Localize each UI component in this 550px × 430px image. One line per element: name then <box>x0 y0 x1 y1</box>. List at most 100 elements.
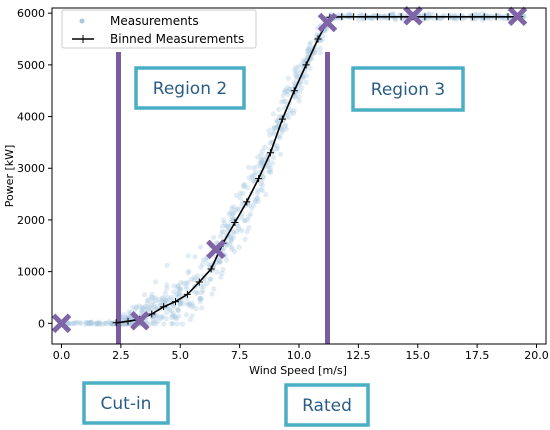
measurement-point <box>125 315 131 321</box>
measurement-point <box>296 94 302 100</box>
measurement-point <box>300 75 306 81</box>
measurement-point <box>277 151 283 157</box>
axes-layer: 0.0 2.5 5.0 7.5 10.0 12.5 15.0 17.5 20.0 0 1000 200… <box>3 7 549 377</box>
measurement-point <box>291 107 297 114</box>
measurement-point <box>283 88 289 95</box>
measurement-point <box>152 298 159 304</box>
measurement-point <box>94 320 100 326</box>
annotation-rated-text: Rated <box>302 396 352 416</box>
measurement-point <box>232 209 238 215</box>
measurement-point <box>262 144 268 150</box>
measurement-point <box>258 156 264 162</box>
measurement-point <box>220 229 226 235</box>
measurement-point <box>268 169 274 175</box>
measurement-point <box>430 11 436 18</box>
measurement-point <box>175 286 181 292</box>
measurement-point <box>177 301 183 307</box>
vline-layer <box>116 52 330 344</box>
measurement-point <box>249 174 255 180</box>
measurement-point <box>168 308 174 314</box>
measurement-point <box>317 50 324 56</box>
binned-point-marker <box>148 310 156 318</box>
measurement-point <box>291 80 297 86</box>
measurement-point <box>169 294 175 300</box>
measurement-point <box>233 207 239 213</box>
measurement-point <box>274 124 280 130</box>
measurement-point <box>185 253 191 259</box>
measurement-point <box>390 11 397 17</box>
measurement-point <box>199 290 205 296</box>
measurement-point <box>141 304 147 310</box>
measurement-point <box>197 295 203 302</box>
measurement-point <box>214 259 221 265</box>
measurement-point <box>307 46 313 52</box>
annotation-region2: Region 2 <box>134 66 246 110</box>
measurement-point <box>158 315 164 321</box>
measurement-point <box>207 277 213 283</box>
measurement-point <box>228 237 234 243</box>
measurement-point <box>197 299 203 305</box>
measurement-point <box>178 280 184 286</box>
binned-point-marker <box>433 13 441 21</box>
measurement-point <box>204 280 210 286</box>
measurement-point <box>195 273 201 279</box>
x-marker <box>507 6 528 27</box>
measurement-point <box>293 65 299 71</box>
measurement-point <box>154 304 160 310</box>
measurement-point <box>93 320 99 326</box>
measurement-point <box>200 257 206 263</box>
measurement-point <box>258 160 264 166</box>
x-marker <box>403 5 423 26</box>
measurement-point <box>285 75 291 81</box>
measurement-point <box>141 292 148 298</box>
measurement-point <box>154 313 160 319</box>
x-tick-label: 0.0 <box>53 349 71 362</box>
measurement-point <box>240 182 247 188</box>
binned-point-marker <box>421 13 429 21</box>
measurement-point <box>133 304 140 310</box>
measurement-point <box>185 270 191 276</box>
measurement-point <box>246 164 252 170</box>
measurement-point <box>296 98 302 104</box>
measurement-point <box>65 320 71 327</box>
measurement-point <box>502 16 508 22</box>
measurement-point <box>242 181 248 188</box>
measurement-point <box>151 305 157 311</box>
x-tick-label: 20.0 <box>524 349 549 362</box>
measurement-point <box>122 314 128 320</box>
measurement-point <box>303 73 310 79</box>
measurement-point <box>277 135 283 141</box>
measurement-point <box>257 159 263 165</box>
measurement-point <box>285 88 291 94</box>
measurement-point <box>251 202 257 208</box>
x-marker <box>130 310 150 331</box>
legend-measurements-swatch <box>79 18 85 24</box>
measurement-point <box>165 294 171 300</box>
measurement-point <box>220 247 226 253</box>
measurement-point <box>133 305 139 311</box>
annotation-region2-box <box>134 66 246 110</box>
measurement-point <box>183 312 189 318</box>
measurement-point <box>66 321 72 327</box>
measurement-point <box>392 17 399 23</box>
x-marker <box>206 239 226 260</box>
measurement-point <box>174 321 180 327</box>
measurement-point <box>162 290 168 296</box>
measurement-point <box>244 228 250 235</box>
y-tick-label: 3000 <box>17 162 45 175</box>
measurement-point <box>110 320 116 327</box>
measurement-point <box>346 11 352 17</box>
measurement-point <box>270 154 276 161</box>
measurement-point <box>194 277 200 283</box>
measurement-point <box>279 129 285 135</box>
measurement-point <box>193 290 199 296</box>
measurement-point <box>295 64 301 70</box>
measurement-point <box>146 304 152 310</box>
x-marker <box>317 12 338 33</box>
measurement-point <box>176 292 183 298</box>
measurement-point <box>230 228 237 235</box>
measurement-point <box>255 198 261 204</box>
scatter-layer <box>62 11 527 327</box>
measurement-point <box>233 192 240 199</box>
